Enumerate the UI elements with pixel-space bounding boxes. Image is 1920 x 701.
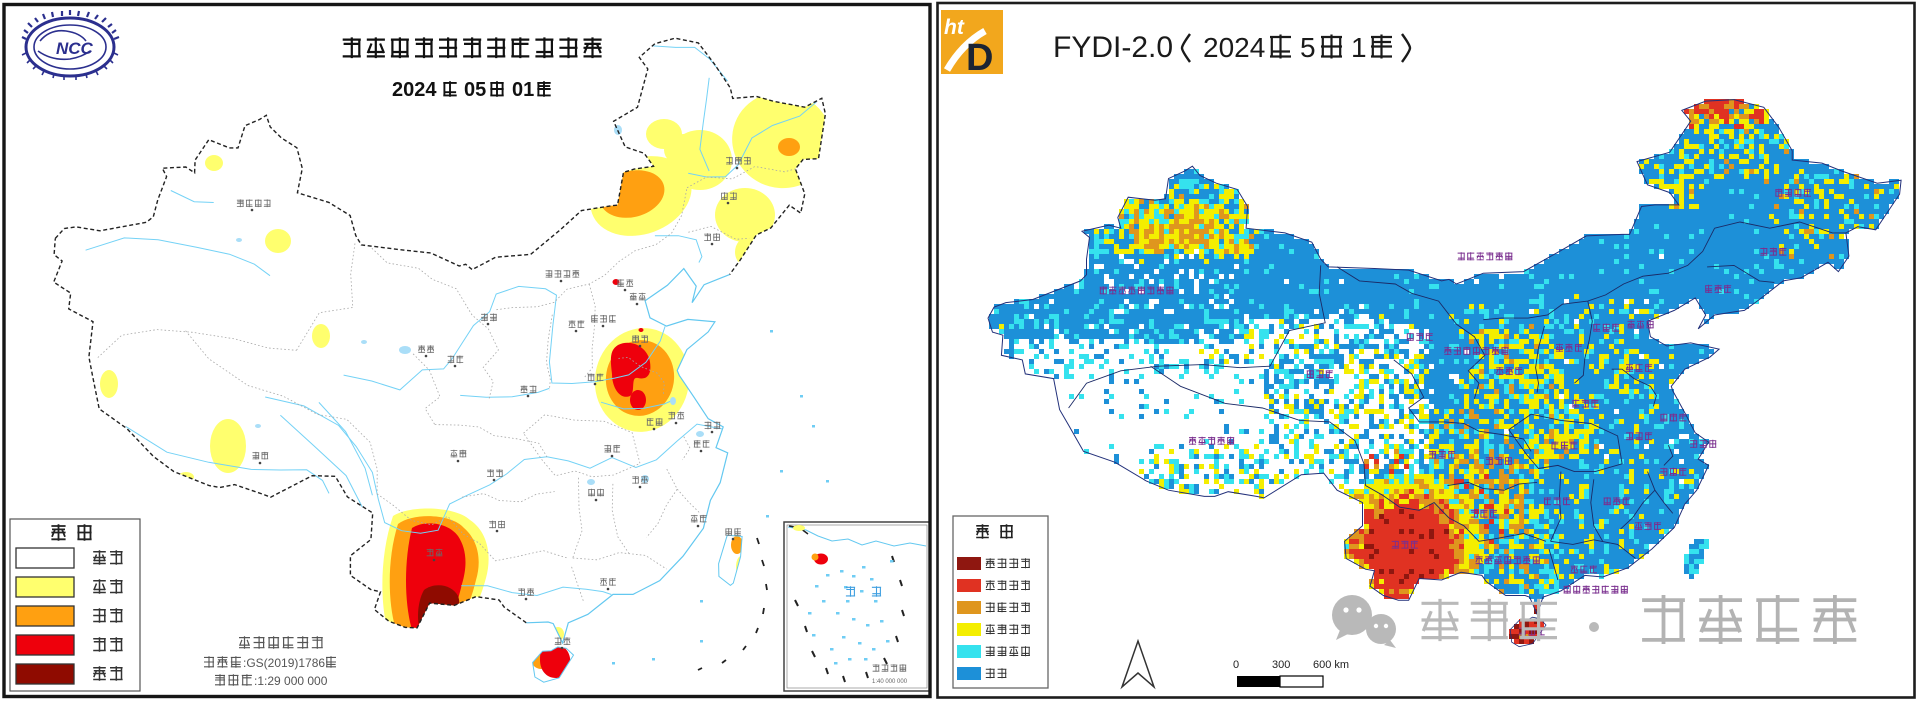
svg-text:ht: ht: [944, 16, 965, 39]
svg-text:1: 1: [1351, 32, 1367, 63]
svg-text:600 km: 600 km: [1313, 659, 1349, 671]
svg-text:2024: 2024: [1203, 32, 1265, 63]
svg-text::GS(2019)1786: :GS(2019)1786: [243, 656, 325, 670]
svg-text::1:29 000 000: :1:29 000 000: [254, 674, 328, 688]
svg-text:300: 300: [1272, 659, 1290, 671]
svg-text:01: 01: [512, 79, 534, 101]
svg-text:5: 5: [1300, 32, 1316, 63]
svg-text:05: 05: [464, 79, 486, 101]
svg-text:NCC: NCC: [56, 39, 94, 58]
svg-text:2024: 2024: [392, 79, 437, 101]
svg-text:FYDI-2.0: FYDI-2.0: [1053, 31, 1173, 64]
svg-text:0: 0: [1233, 659, 1239, 671]
svg-text:D: D: [966, 37, 993, 79]
svg-text:1:40 000 000: 1:40 000 000: [872, 679, 908, 685]
